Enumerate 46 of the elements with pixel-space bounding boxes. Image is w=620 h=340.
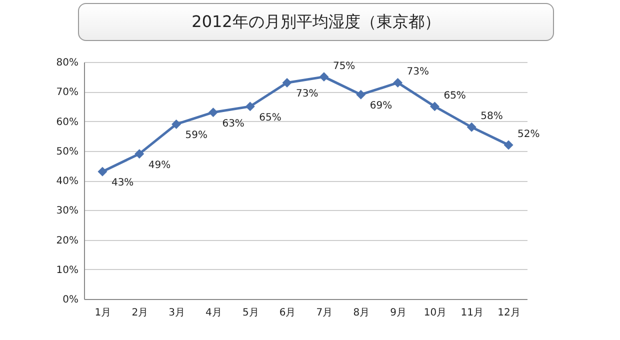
data-label: 49% [148, 160, 171, 171]
x-tick-label: 11月 [460, 308, 484, 318]
y-tick-label: 40% [56, 176, 78, 187]
point [430, 102, 440, 112]
y-tick-label: 10% [56, 264, 78, 276]
point [208, 108, 218, 118]
point [134, 149, 144, 159]
point [319, 72, 329, 82]
y-tick-label: 80% [56, 58, 78, 68]
point [504, 140, 514, 150]
x-tick-label: 6月 [279, 308, 296, 318]
chart-title: 2012年の月別平均湿度（東京都） [78, 3, 554, 41]
x-tick-label: 7月 [316, 308, 333, 318]
x-tick-label: 10月 [424, 308, 447, 318]
data-label: 65% [444, 90, 466, 102]
x-tick-label: 12月 [498, 308, 520, 318]
data-label: 73% [296, 88, 318, 100]
y-tick-label: 60% [56, 116, 78, 128]
data-label: 63% [222, 118, 244, 130]
data-label: 59% [185, 130, 208, 142]
x-tick-label: 4月 [206, 308, 222, 318]
x-tick-label: 8月 [353, 308, 370, 318]
data-label: 65% [259, 112, 282, 124]
data-label: 52% [518, 128, 540, 140]
x-tick-label: 1月 [94, 308, 112, 318]
x-tick-label: 9月 [390, 308, 406, 318]
y-tick-label: 70% [56, 87, 78, 98]
point [393, 78, 403, 88]
x-tick-label: 5月 [242, 308, 259, 318]
y-tick-label: 20% [56, 235, 78, 246]
data-label: 58% [480, 111, 503, 122]
data-label: 75% [332, 60, 356, 72]
y-tick-label: 30% [56, 206, 78, 217]
point [282, 78, 292, 88]
data-label: 73% [406, 66, 430, 78]
point [98, 166, 108, 176]
point [356, 90, 366, 100]
y-tick-label: 50% [56, 146, 78, 158]
point [245, 102, 255, 112]
point [172, 119, 182, 129]
x-tick-label: 2月 [132, 308, 148, 318]
point [466, 122, 476, 132]
x-tick-label: 3月 [168, 308, 185, 318]
y-tick-label: 0% [62, 294, 78, 306]
data-label: 69% [370, 100, 392, 112]
data-label: 43% [111, 178, 134, 189]
